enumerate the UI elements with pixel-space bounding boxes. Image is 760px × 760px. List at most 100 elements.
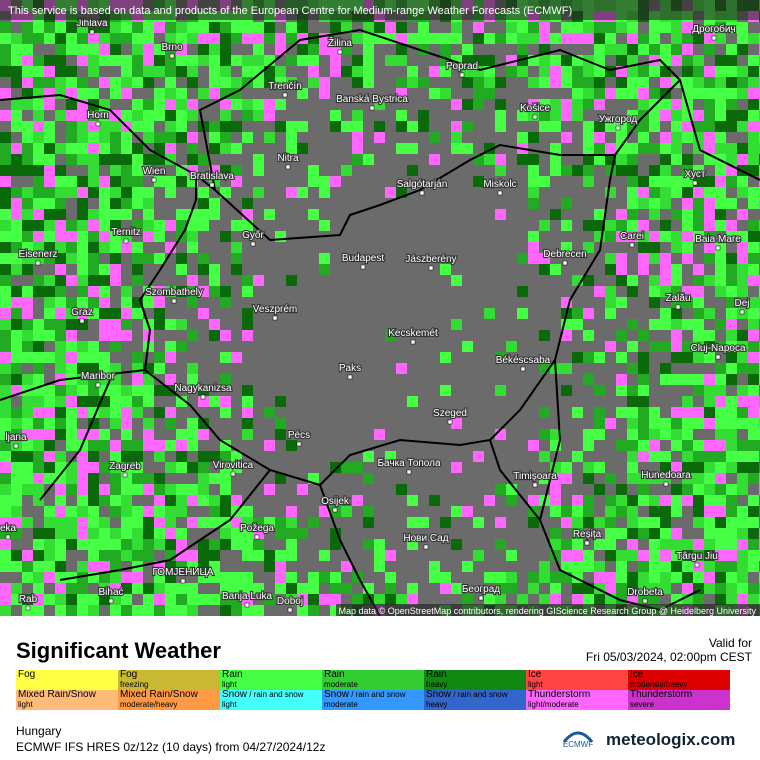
weather-cell	[209, 517, 220, 528]
weather-cell	[231, 572, 242, 583]
weather-cell	[0, 22, 11, 33]
border-lines	[0, 28, 760, 616]
weather-cell	[220, 165, 231, 176]
weather-cell	[594, 88, 605, 99]
weather-cell	[132, 264, 143, 275]
weather-cell	[187, 77, 198, 88]
weather-cell	[22, 77, 33, 88]
weather-cell	[165, 583, 176, 594]
weather-cell	[33, 275, 44, 286]
weather-cell	[198, 418, 209, 429]
weather-cell	[627, 572, 638, 583]
weather-cell	[55, 77, 66, 88]
weather-cell	[583, 33, 594, 44]
weather-cell	[660, 143, 671, 154]
weather-cell	[143, 209, 154, 220]
weather-cell	[44, 286, 55, 297]
weather-cell	[748, 330, 759, 341]
weather-cell	[77, 517, 88, 528]
weather-cell	[0, 473, 11, 484]
weather-cell	[616, 352, 627, 363]
weather-cell	[286, 275, 297, 286]
weather-cell	[11, 352, 22, 363]
weather-cell	[88, 308, 99, 319]
city-label: Ternitz	[111, 227, 140, 238]
weather-cell	[638, 132, 649, 143]
weather-cell	[704, 44, 715, 55]
weather-cell	[154, 253, 165, 264]
weather-cell	[330, 572, 341, 583]
weather-cell	[583, 143, 594, 154]
weather-cell	[616, 143, 627, 154]
city-label: Osijek	[321, 496, 350, 507]
weather-cell	[748, 165, 759, 176]
city-label: Hunedoara	[641, 470, 691, 481]
weather-cell	[561, 33, 572, 44]
weather-cell	[275, 473, 286, 484]
city-label: Bihać	[98, 587, 123, 598]
weather-cell	[726, 198, 737, 209]
weather-cell	[693, 209, 704, 220]
weather-cell	[198, 286, 209, 297]
weather-cell	[275, 66, 286, 77]
weather-cell	[704, 462, 715, 473]
weather-cell	[165, 440, 176, 451]
weather-cell	[737, 44, 748, 55]
weather-cell	[110, 473, 121, 484]
weather-cell	[737, 143, 748, 154]
city-dot	[272, 315, 278, 321]
weather-cell	[550, 66, 561, 77]
weather-cell	[649, 418, 660, 429]
weather-cell	[660, 528, 671, 539]
weather-cell	[33, 99, 44, 110]
weather-cell	[0, 66, 11, 77]
weather-cell	[55, 495, 66, 506]
city-dot	[282, 92, 288, 98]
legend-cell: Ice moderate/heavy	[628, 670, 730, 690]
weather-cell	[341, 506, 352, 517]
weather-cell	[77, 583, 88, 594]
city-dot	[584, 540, 590, 546]
weather-cell	[704, 561, 715, 572]
city-label: Bratislava	[190, 171, 234, 182]
weather-cell	[132, 550, 143, 561]
weather-cell	[649, 286, 660, 297]
weather-cell	[440, 517, 451, 528]
weather-cell	[121, 484, 132, 495]
weather-cell	[715, 429, 726, 440]
weather-cell	[165, 132, 176, 143]
weather-cell	[605, 220, 616, 231]
weather-cell	[693, 440, 704, 451]
weather-cell	[275, 572, 286, 583]
weather-cell	[220, 33, 231, 44]
weather-cell	[737, 121, 748, 132]
weather-cell	[44, 385, 55, 396]
weather-cell	[22, 198, 33, 209]
weather-cell	[44, 308, 55, 319]
weather-cell	[275, 517, 286, 528]
city-dot	[663, 481, 669, 487]
weather-cell	[143, 187, 154, 198]
weather-cell	[88, 66, 99, 77]
weather-cell	[110, 308, 121, 319]
weather-cell	[99, 363, 110, 374]
weather-cell	[88, 605, 99, 616]
weather-cell	[165, 22, 176, 33]
weather-cell	[715, 77, 726, 88]
city-label: Zagreb	[109, 461, 141, 472]
weather-cell	[561, 550, 572, 561]
weather-cell	[363, 33, 374, 44]
city-dot	[25, 605, 31, 611]
weather-cell	[165, 66, 176, 77]
weather-cell	[33, 198, 44, 209]
weather-cell	[121, 33, 132, 44]
weather-cell	[693, 341, 704, 352]
weather-cell	[649, 176, 660, 187]
weather-cell	[726, 495, 737, 506]
weather-cell	[253, 22, 264, 33]
weather-cell	[0, 407, 11, 418]
weather-cell	[88, 462, 99, 473]
weather-cell	[88, 572, 99, 583]
weather-cell	[649, 143, 660, 154]
weather-cell	[638, 572, 649, 583]
